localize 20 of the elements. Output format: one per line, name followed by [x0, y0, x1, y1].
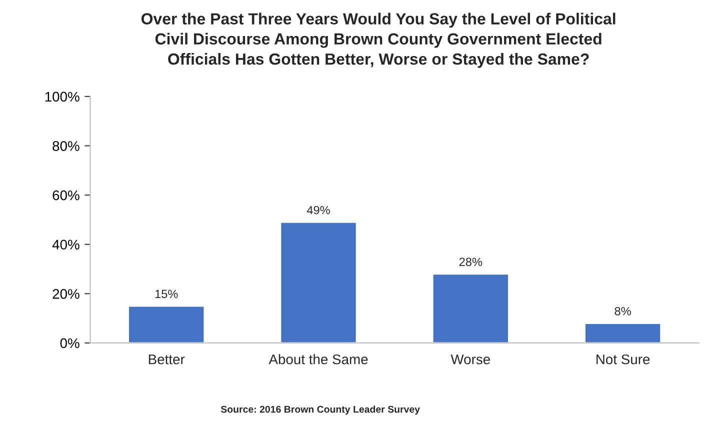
- bar: [584, 322, 662, 343]
- chart-title: Over the Past Three Years Would You Say the Level of Political Civil Discourse Among Brown County Government Elected Officials Has Gotten Better, Worse or Stayed the Same?: [141, 12, 616, 68]
- x-tick-label: Not Sure: [596, 354, 650, 364]
- y-tick-label: 40%: [52, 240, 80, 250]
- x-tick-label: Better: [148, 354, 185, 364]
- y-tick-label: 0%: [60, 338, 80, 348]
- y-tick-label: 20%: [52, 289, 80, 299]
- x-tick-label: About the Same: [268, 354, 368, 364]
- data-label: 15%: [155, 290, 178, 298]
- y-tick-label: 80%: [52, 141, 80, 151]
- data-label: 28%: [459, 258, 482, 266]
- x-tick-label: Worse: [450, 354, 490, 364]
- data-label: 49%: [306, 206, 330, 214]
- bar: [432, 273, 510, 343]
- y-tick-label: 60%: [52, 190, 80, 200]
- bar: [128, 305, 206, 343]
- source-note: Source: 2016 Brown County Leader Survey: [220, 406, 420, 415]
- bar: [280, 221, 358, 343]
- data-label: 8%: [614, 307, 631, 316]
- y-tick-label: 100%: [45, 92, 80, 102]
